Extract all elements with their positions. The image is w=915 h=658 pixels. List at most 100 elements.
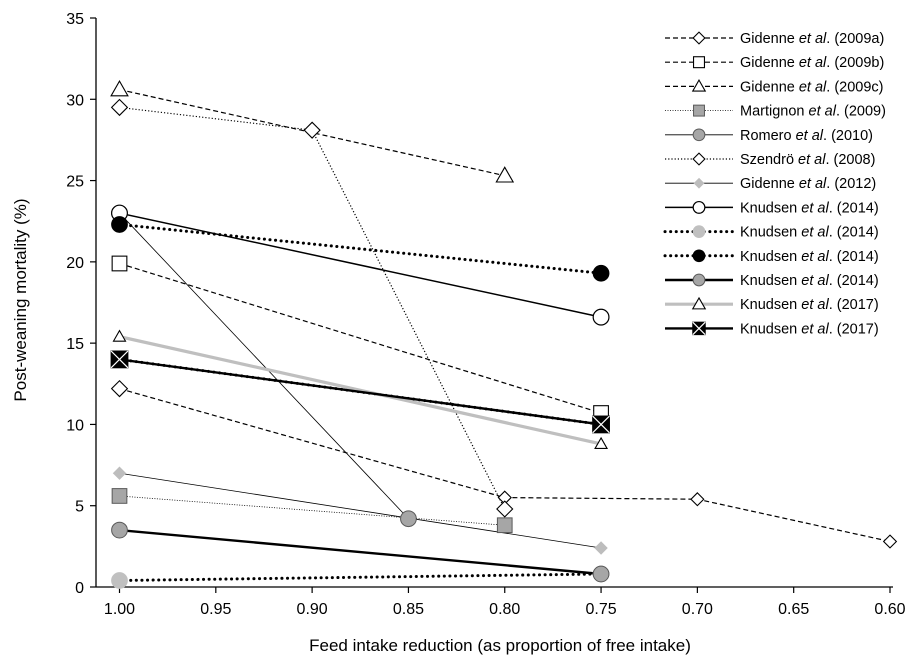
legend-item: Knudsen et al. (2014) [665,273,879,289]
series-line [119,388,891,543]
data-point [690,492,705,507]
data-point [592,264,610,282]
series-line [119,472,602,549]
series-line [119,262,602,414]
data-point [592,415,610,434]
data-point [691,79,707,92]
data-point [693,104,705,117]
data-point [495,166,515,183]
y-tick-label: 15 [66,336,84,353]
data-point [692,249,706,263]
data-point [692,225,706,238]
legend-label: Knudsen et al. (2017) [740,321,879,337]
legend-label: Martignon et al. (2009) [740,104,886,120]
data-point [692,200,706,214]
data-point [303,121,321,139]
data-point [110,98,129,117]
data-point [110,350,129,369]
x-tick-label: 0.70 [682,601,713,618]
legend-item: Romero et al. (2010) [665,128,873,144]
data-point [592,565,610,583]
x-tick-label: 0.90 [297,601,328,618]
data-point [594,541,608,555]
y-tick-label: 20 [66,255,84,272]
series-line [119,88,505,177]
legend-label: Knudsen et al. (2014) [740,249,879,265]
legend-label: Gidenne et al. (2009b) [740,55,884,71]
legend-item: Gidenne et al. (2009c) [665,79,884,95]
axes: 0 5 10 15 20 25 30 35 1.00 0.95 0.90 0.85 0.80 0.75 0.… [66,11,905,618]
data-point [692,152,706,166]
series-line [119,212,602,318]
y-tick-label: 0 [75,580,84,597]
data-point [110,380,129,398]
y-tick-label: 10 [66,417,84,434]
series-line [119,358,602,426]
x-tick-label: 0.75 [585,601,616,618]
legend-item: Gidenne et al. (2009a) [665,31,884,47]
data-point [592,308,610,326]
legend-item: Knudsen et al. (2014) [663,225,879,241]
y-tick-label: 30 [66,92,84,109]
data-point [400,510,417,528]
data-point [691,296,707,310]
data-point [111,521,128,539]
y-tick-label: 5 [75,499,84,516]
x-tick-label: 0.60 [874,601,905,618]
legend-label: Knudsen et al. (2014) [740,273,879,289]
x-tick-label: 0.65 [778,601,809,618]
data-point [112,329,127,342]
data-point [112,466,127,480]
series-line [119,495,505,526]
legend-label: Gidenne et al. (2012) [740,176,876,192]
legend-item: Knudsen et al. (2017) [665,296,879,313]
legend-label: Gidenne et al. (2009a) [740,31,884,47]
legend-label: Gidenne et al. (2009c) [740,79,884,95]
y-axis-title: Post-weaning mortality (%) [11,198,30,401]
data-point [111,255,128,272]
y-tick-label: 35 [66,11,84,28]
series-line [119,528,602,576]
series-line [119,106,506,510]
series-line [118,572,603,582]
x-tick-label: 0.85 [393,601,424,618]
data-point [692,31,706,45]
x-axis-title: Feed intake reduction (as proportion of … [309,636,691,655]
data-point [692,273,706,287]
series-line [118,222,603,275]
legend-item: Szendrö et al. (2008) [665,152,875,168]
data-point [692,321,706,336]
data-point [594,436,609,449]
data-point [111,572,128,589]
legend-item: Knudsen et al. (2014) [663,249,879,265]
series-line [119,335,602,446]
y-tick-label: 25 [66,174,84,191]
data-point [496,517,513,534]
data-point [110,80,129,97]
series-lines [118,88,891,582]
legend-item: Knudsen et al. (2017) [665,321,879,337]
x-tick-label: 0.95 [200,601,231,618]
data-point [692,128,706,142]
data-point [693,177,705,189]
data-point [111,216,128,233]
x-tick-label: 1.00 [104,601,135,618]
legend-item: Martignon et al. (2009) [665,104,886,120]
legend-item: Gidenne et al. (2012) [665,176,876,192]
data-point [111,488,128,504]
series-markers [110,80,898,589]
legend: Gidenne et al. (2009a) Gidenne et al. (20… [663,31,886,337]
legend-label: Szendrö et al. (2008) [740,152,875,168]
legend-label: Knudsen et al. (2014) [740,225,879,241]
legend-label: Knudsen et al. (2017) [740,297,879,313]
data-point [882,534,898,549]
data-point [692,56,706,69]
x-tick-label: 0.80 [489,601,520,618]
series-line [119,212,409,519]
legend-item: Knudsen et al. (2014) [665,200,879,216]
legend-label: Knudsen et al. (2014) [740,200,879,216]
legend-item: Gidenne et al. (2009b) [665,55,884,71]
legend-label: Romero et al. (2010) [740,128,873,144]
data-point [496,500,514,518]
